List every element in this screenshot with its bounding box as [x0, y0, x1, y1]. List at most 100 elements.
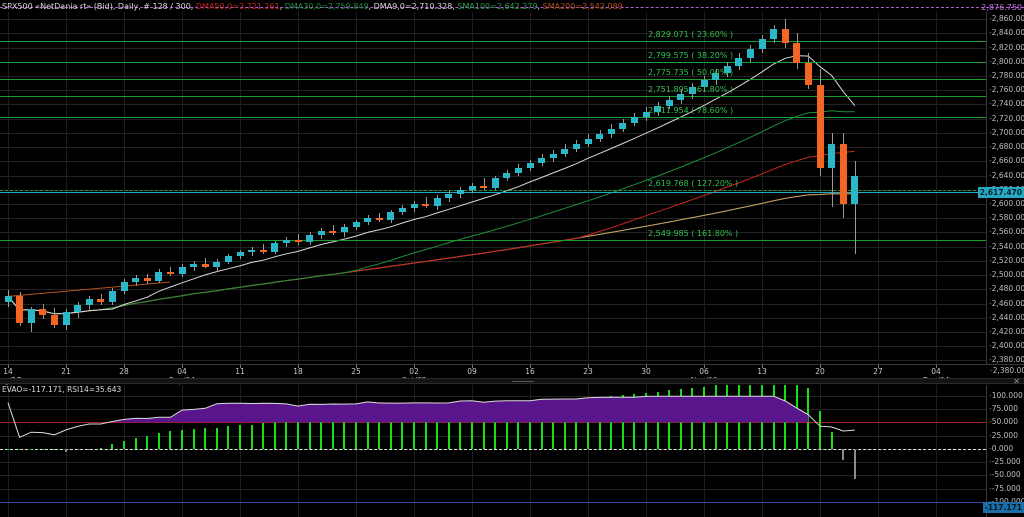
candle-body[interactable] [340, 226, 348, 233]
candle-body[interactable] [596, 134, 604, 139]
candle-body[interactable] [688, 87, 696, 95]
candle-body[interactable] [178, 266, 186, 274]
price-axis-tick: -2,380.000 [989, 355, 1024, 365]
date-axis-tick: 27 [873, 367, 883, 376]
candle-body[interactable] [456, 189, 464, 195]
candle-body[interactable] [746, 48, 754, 58]
candle-body[interactable] [491, 178, 499, 188]
candle-body[interactable] [816, 84, 824, 169]
price-pane[interactable]: 2,829.071 ( 23.60% ) 2,799.575 ( 38.20% )… [0, 12, 1024, 364]
candle-body[interactable] [50, 314, 58, 325]
candle-body[interactable] [758, 39, 766, 49]
candle-body[interactable] [375, 218, 383, 221]
fib-level-line[interactable] [0, 79, 986, 81]
candle-body[interactable] [4, 296, 12, 303]
candle-body[interactable] [317, 231, 325, 236]
candle-body[interactable] [781, 29, 789, 44]
fib-level-line[interactable] [0, 189, 986, 191]
date-tickmark [414, 365, 415, 368]
candle-body[interactable] [120, 282, 128, 291]
candle-body[interactable] [654, 105, 662, 112]
candle-body[interactable] [85, 299, 93, 305]
candle-body[interactable] [735, 57, 743, 67]
candle-body[interactable] [700, 80, 708, 88]
candle-body[interactable] [514, 167, 522, 173]
candle-body[interactable] [804, 63, 812, 85]
candle-body[interactable] [619, 122, 627, 129]
candle-body[interactable] [352, 222, 360, 227]
evao-histogram-bar [819, 411, 821, 449]
candle-body[interactable] [201, 263, 209, 267]
candle-body[interactable] [480, 185, 488, 188]
indicator-axis[interactable]: -100.000 -75.000 -50.000 -25.000 -0.000 --25.… [986, 385, 1024, 517]
candle-body[interactable] [630, 117, 638, 123]
candle-body[interactable] [282, 239, 290, 244]
candle-body[interactable] [248, 249, 256, 253]
candle-body[interactable] [155, 271, 163, 281]
candle-body[interactable] [561, 148, 569, 154]
pane-splitter[interactable]: ✕ [0, 377, 1024, 386]
candle-body[interactable] [572, 143, 580, 149]
candle-body[interactable] [723, 66, 731, 74]
candle-body[interactable] [236, 252, 244, 256]
candle-body[interactable] [166, 271, 174, 274]
candle-body[interactable] [410, 204, 418, 209]
candle-body[interactable] [271, 243, 279, 252]
close-pane-icon[interactable]: ✕ [1013, 377, 1020, 386]
price-plot-area[interactable]: 2,829.071 ( 23.60% ) 2,799.575 ( 38.20% )… [0, 12, 986, 364]
candle-body[interactable] [294, 239, 302, 243]
candle-body[interactable] [607, 128, 615, 135]
candle-body[interactable] [143, 277, 151, 281]
candle-body[interactable] [584, 138, 592, 144]
candle-body[interactable] [329, 231, 337, 233]
candle-body[interactable] [422, 204, 430, 207]
evao-histogram-bar [355, 413, 357, 449]
candle-body[interactable] [851, 175, 859, 204]
candle-body[interactable] [306, 235, 314, 243]
candle-body[interactable] [433, 198, 441, 207]
candle-body[interactable] [132, 277, 140, 283]
candle-body[interactable] [259, 249, 267, 252]
candle-body[interactable] [677, 94, 685, 101]
price-gridline [0, 204, 986, 205]
candle-body[interactable] [213, 261, 221, 267]
candle-body[interactable] [538, 158, 546, 163]
indicator-plot-area[interactable] [0, 385, 986, 517]
candle-body[interactable] [642, 111, 650, 118]
candle-body[interactable] [665, 100, 673, 106]
candle-body[interactable] [27, 309, 35, 324]
candle-body[interactable] [468, 185, 476, 190]
fib-level-line[interactable] [0, 116, 986, 118]
candle-body[interactable] [712, 73, 720, 81]
date-gridline [240, 12, 241, 364]
candle-body[interactable] [793, 43, 801, 64]
candle-body[interactable] [39, 309, 47, 315]
candle-body[interactable] [16, 296, 24, 324]
candle-body[interactable] [108, 290, 116, 303]
candle-body[interactable] [364, 218, 372, 223]
candle-body[interactable] [224, 255, 232, 262]
splitter-grip-icon[interactable] [512, 381, 534, 382]
fib-level-line[interactable] [0, 95, 986, 97]
candle-body[interactable] [828, 144, 836, 169]
candle-body[interactable] [526, 162, 534, 168]
fib-level-line[interactable] [0, 41, 986, 43]
candle-body[interactable] [839, 144, 847, 204]
candle-body[interactable] [445, 194, 453, 199]
candle-body[interactable] [549, 153, 557, 159]
price-axis[interactable]: -2,860.000 -2,840.000 -2,820.000 -2,800.000… [986, 12, 1024, 364]
candle-body[interactable] [398, 208, 406, 212]
fib-level-line[interactable] [0, 62, 986, 64]
fib-level-line[interactable] [0, 239, 986, 241]
candle-body[interactable] [74, 304, 82, 313]
indicator-value-badge[interactable]: -117.171 [982, 502, 1024, 513]
ma30-readout: DMA30,0=2,759.849 [284, 2, 369, 11]
current-price-badge[interactable]: 2,617.470 [977, 186, 1024, 198]
candle-body[interactable] [503, 172, 511, 179]
indicator-pane[interactable]: -100.000 -75.000 -50.000 -25.000 -0.000 --25.… [0, 385, 1024, 517]
candle-body[interactable] [387, 211, 395, 221]
candle-body[interactable] [190, 263, 198, 267]
candle-body[interactable] [770, 29, 778, 40]
candle-body[interactable] [62, 312, 70, 325]
candle-body[interactable] [97, 299, 105, 303]
